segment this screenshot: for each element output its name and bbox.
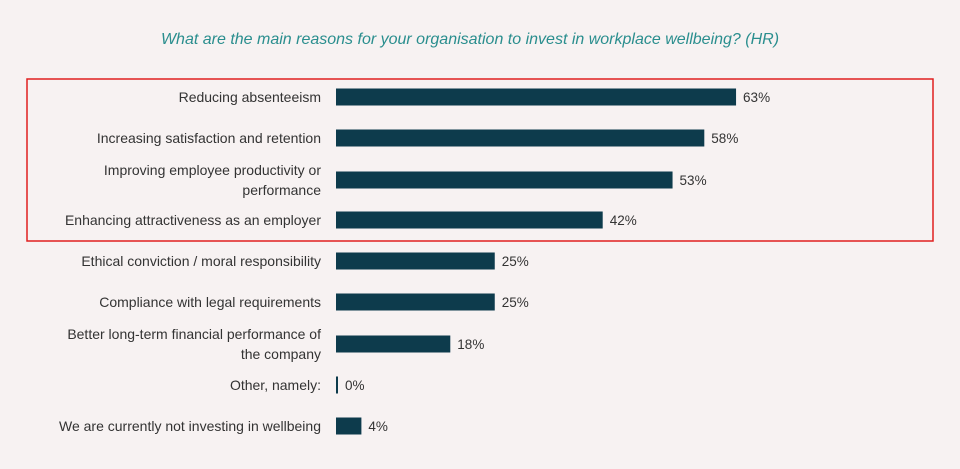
category-label-2: Increasing satisfaction and retention [97,130,321,146]
category-label-3: Improving employee productivity or perfor… [104,162,321,198]
bar-6 [336,293,495,311]
value-label-3: 53% [680,173,707,188]
category-label-1: Reducing absenteeism [179,89,321,105]
value-label-2: 58% [711,131,738,146]
category-label-8: Other, namely: [230,377,321,393]
bar-9 [336,417,362,435]
value-label-1: 63% [743,90,770,105]
category-label-5: Ethical conviction / moral responsibilit… [81,253,321,269]
chart-title: What are the main reasons for your organ… [160,31,780,48]
category-label-7: Better long-term financial performance o… [67,326,321,362]
value-label-6: 25% [502,295,529,310]
bar-7 [336,335,451,353]
bar-1 [336,88,737,106]
category-label-6: Compliance with legal requirements [99,294,321,310]
bar-3 [336,171,673,189]
category-label-9: We are currently not investing in wellbe… [59,418,321,434]
value-label-5: 25% [502,254,529,269]
bar-5 [336,252,495,270]
bar-2 [336,129,705,147]
value-label-9: 4% [368,419,388,434]
highlight-box [26,78,934,242]
value-label-7: 18% [457,337,484,352]
value-label-4: 42% [610,213,637,228]
category-label-4: Enhancing attractiveness as an employer [65,212,321,228]
bar-4 [336,211,603,229]
bar-8 [336,376,338,394]
value-label-8: 0% [345,378,365,393]
